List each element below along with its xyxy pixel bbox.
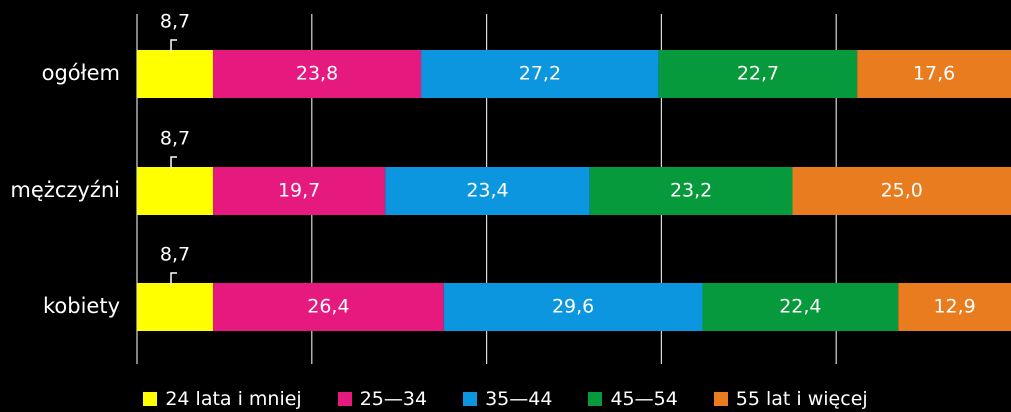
legend-swatch <box>463 392 478 406</box>
legend-label: 25—34 <box>359 388 428 410</box>
category-label: mężczyźni <box>10 178 120 202</box>
data-label: 8,7 <box>160 244 190 266</box>
data-label: 26,4 <box>307 296 349 318</box>
data-label: 22,4 <box>779 296 821 318</box>
label-leader-line <box>170 272 178 285</box>
legend: 24 lata i mniej 25—34 35—44 45—54 55 lat i w… <box>0 386 1011 412</box>
stacked-bar-chart: 8,7 23,8 27,2 22,7 17,6 8,7 19,7 23,4 23,2 25,0 8,… <box>10 11 1011 364</box>
data-labels: 8,7 23,8 27,2 22,7 17,6 8,7 19,7 23,4 23,2 25,0 8,… <box>160 11 976 318</box>
legend-item: 35—44 <box>463 388 552 410</box>
data-label: 29,6 <box>552 296 594 318</box>
data-label: 8,7 <box>160 11 190 33</box>
legend-label: 24 lata i mniej <box>165 388 302 410</box>
bar-segment <box>857 50 1011 98</box>
legend-item: 25—34 <box>337 388 428 410</box>
legend-label: 55 lat i więcej <box>735 388 868 410</box>
legend-label: 45—54 <box>610 388 678 410</box>
bar-segment <box>213 167 386 215</box>
legend-item: 55 lat i więcej <box>713 388 868 410</box>
bar-segment <box>443 283 703 331</box>
bar-segment <box>137 50 214 98</box>
bar-segments <box>137 50 1011 331</box>
bar-segment <box>702 283 899 331</box>
bar-segment <box>137 167 214 215</box>
bar-segment <box>421 50 659 98</box>
label-leader-line <box>170 156 178 169</box>
data-label: 22,7 <box>737 63 779 85</box>
bar-segment <box>792 167 1011 215</box>
bar-segment <box>589 167 793 215</box>
legend-item: 24 lata i mniej <box>143 388 302 410</box>
category-label: kobiety <box>43 294 120 318</box>
category-labels: ogółem mężczyźni kobiety <box>10 61 120 318</box>
data-label: 23,4 <box>466 180 508 202</box>
legend-swatch <box>337 392 352 406</box>
bar-segment <box>658 50 858 98</box>
data-label: 23,8 <box>296 63 338 85</box>
legend-swatch <box>143 392 158 406</box>
data-label: 17,6 <box>913 63 955 85</box>
data-label: 25,0 <box>881 180 923 202</box>
legend-swatch <box>713 392 728 406</box>
bar-segment <box>137 283 214 331</box>
data-label: 27,2 <box>519 63 561 85</box>
bar-segment <box>385 167 590 215</box>
bar-segment <box>898 283 1011 331</box>
legend-swatch <box>588 392 603 406</box>
data-label: 19,7 <box>278 180 320 202</box>
data-label: 12,9 <box>933 296 975 318</box>
legend-item: 45—54 <box>588 388 678 410</box>
bar-segment <box>213 283 444 331</box>
bar-segment <box>213 50 422 98</box>
data-label: 8,7 <box>160 128 190 150</box>
legend-label: 35—44 <box>485 388 553 410</box>
data-label: 23,2 <box>670 180 712 202</box>
label-leader-line <box>170 39 178 52</box>
category-label: ogółem <box>42 61 120 85</box>
